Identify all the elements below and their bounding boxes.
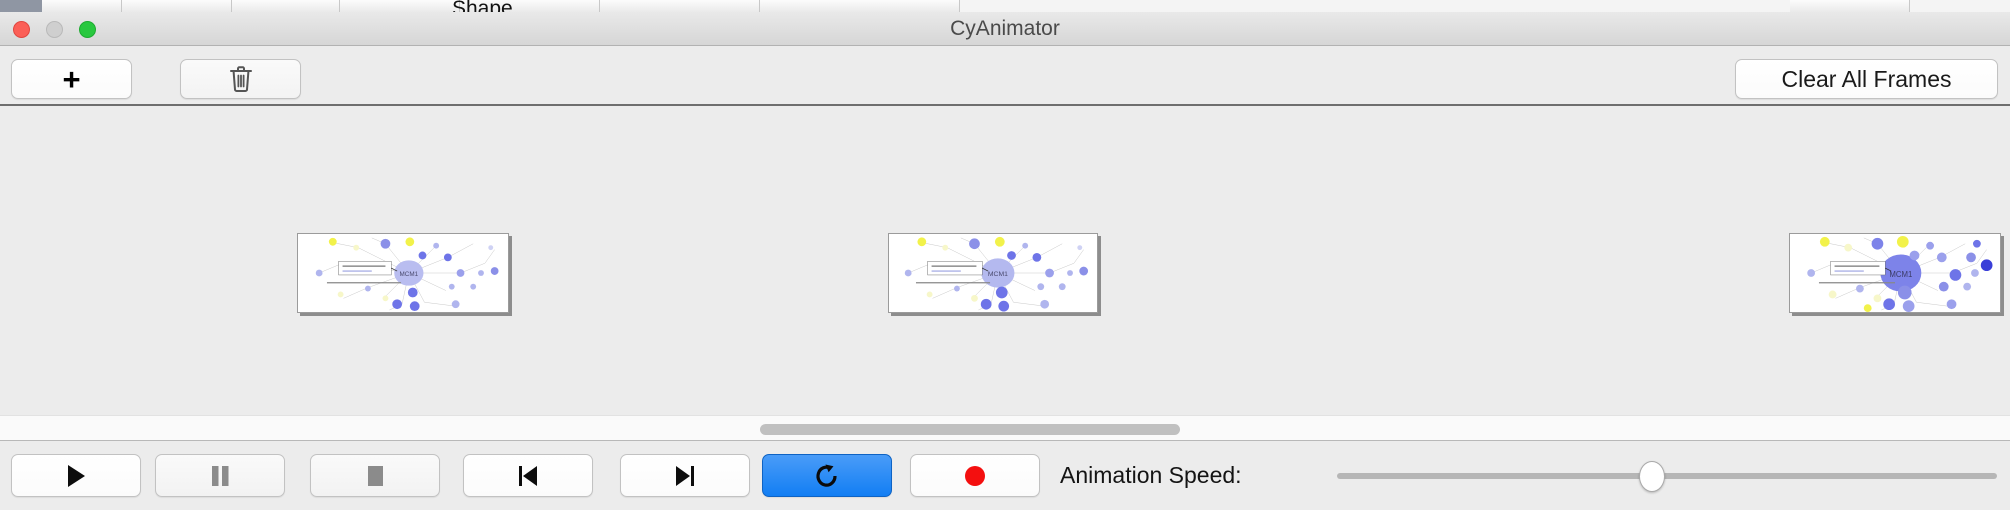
clear-all-frames-button[interactable]: Clear All Frames [1735, 59, 1998, 99]
horizontal-scrollbar[interactable] [0, 415, 2010, 441]
animation-speed-label: Animation Speed: [1060, 462, 1242, 488]
bg-cell [232, 0, 340, 13]
last-frame-button[interactable] [620, 454, 750, 497]
trash-icon [229, 66, 252, 93]
svg-text:MCM1: MCM1 [988, 271, 1008, 278]
maximize-button[interactable] [79, 21, 96, 38]
window-title: CyAnimator [950, 17, 1060, 40]
plus-icon: + [62, 61, 81, 97]
bg-cell [42, 0, 122, 13]
play-button[interactable] [11, 454, 141, 497]
network-graph-preview: MCM1 [1807, 235, 1993, 312]
timeline-panel[interactable]: MCM1 [0, 108, 2010, 415]
close-button[interactable] [13, 21, 30, 38]
slider-track [1337, 473, 1997, 479]
pause-icon [212, 465, 229, 486]
pause-button[interactable] [155, 454, 285, 497]
cyanimator-window: CyAnimator + Clear All Frames [0, 12, 2010, 510]
bg-cell [600, 0, 760, 13]
bg-cell [340, 0, 460, 13]
bg-cell [760, 0, 960, 13]
frame-thumbnail-3[interactable]: MCM1 [1789, 233, 2001, 313]
bg-cell [122, 0, 232, 13]
record-button[interactable] [910, 454, 1040, 497]
stop-icon [368, 465, 383, 486]
bg-dark-cell [0, 0, 42, 13]
bg-cell [460, 0, 600, 13]
frame-thumbnail-1[interactable]: MCM1 [297, 233, 509, 313]
stop-button[interactable] [310, 454, 440, 497]
bg-cell [1790, 0, 1910, 13]
svg-text:MCM1: MCM1 [400, 271, 419, 278]
slider-thumb[interactable] [1639, 461, 1665, 492]
skip-next-icon [676, 465, 694, 486]
scrollbar-thumb[interactable] [760, 424, 1180, 435]
delete-frame-button[interactable] [180, 59, 301, 99]
network-graph-preview: MCM1 [315, 237, 499, 312]
playback-bar: Animation Speed: [0, 443, 2010, 510]
title-bar: CyAnimator [0, 12, 2010, 46]
bg-window-label: Shape [452, 0, 513, 14]
loop-button[interactable] [762, 454, 892, 497]
add-frame-button[interactable]: + [11, 59, 132, 99]
svg-text:MCM1: MCM1 [1889, 270, 1912, 279]
minimize-button[interactable] [46, 21, 63, 38]
record-icon [965, 465, 985, 486]
clear-all-frames-label: Clear All Frames [1781, 65, 1952, 92]
frame-thumbnail-2[interactable]: MCM1 [888, 233, 1098, 313]
network-graph-preview: MCM1 [904, 236, 1089, 312]
background-window-strip: Shape [0, 0, 2010, 14]
play-icon [68, 464, 85, 487]
skip-previous-icon [519, 465, 537, 486]
animation-speed-slider[interactable] [1337, 454, 1997, 497]
toolbar: + Clear All Frames [0, 46, 2010, 106]
first-frame-button[interactable] [463, 454, 593, 497]
loop-icon [816, 464, 837, 487]
